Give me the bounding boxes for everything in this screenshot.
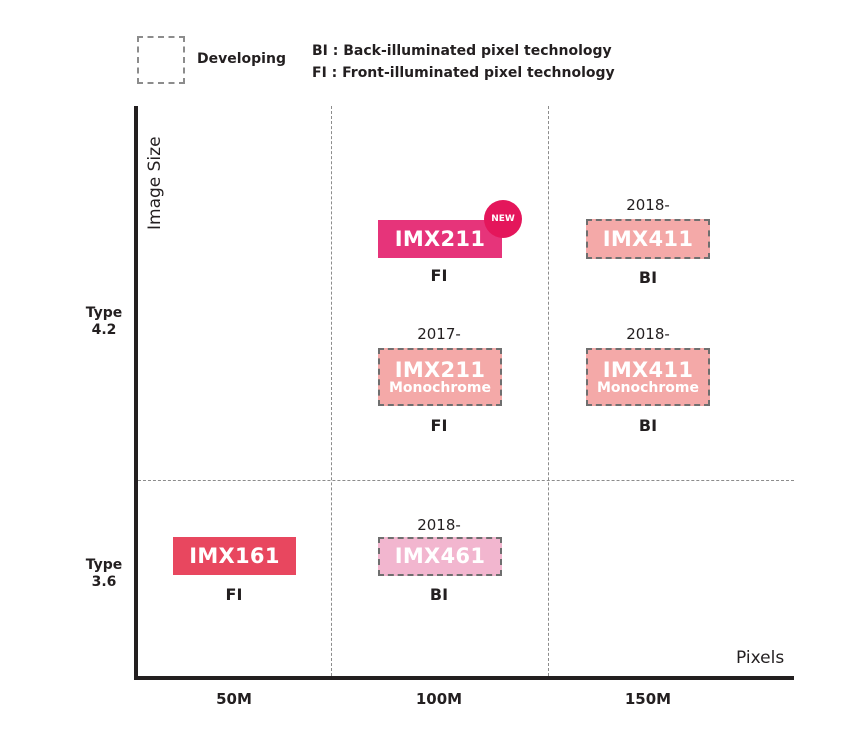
sensor-imx211-monochrome: IMX211 Monochrome	[378, 348, 502, 406]
sensor-imx211-tech: FI	[430, 266, 448, 285]
sensor-name: IMX211	[394, 226, 486, 251]
grid-line-vertical-2	[548, 106, 549, 676]
sensor-imx161-tech: FI	[225, 585, 243, 604]
sensor-name: IMX411	[602, 357, 694, 382]
sensor-variant: Monochrome	[596, 379, 699, 396]
sensor-imx411-year: 2018-	[626, 196, 670, 214]
sensor-imx411-tech: BI	[638, 268, 658, 287]
sensor-imx411: IMX411	[586, 219, 710, 259]
sensor-name: IMX161	[189, 543, 280, 568]
sensor-imx411-mono-tech: BI	[638, 416, 658, 435]
y-axis	[134, 106, 138, 680]
x-axis	[134, 676, 794, 680]
sensor-imx411-mono-year: 2018-	[626, 325, 670, 343]
y-tick-type-4-2: Type 4.2	[85, 305, 123, 338]
grid-line-horizontal	[138, 480, 794, 481]
sensor-variant: Monochrome	[388, 379, 491, 396]
sensor-imx411-monochrome: IMX411 Monochrome	[586, 348, 710, 406]
sensor-imx211-mono-tech: FI	[430, 416, 448, 435]
fi-definition: FI : Front-illuminated pixel technology	[312, 65, 615, 81]
new-badge: NEW	[484, 200, 522, 238]
bi-definition: BI : Back-illuminated pixel technology	[312, 43, 612, 59]
sensor-imx211: IMX211	[378, 220, 502, 258]
sensor-imx461-year: 2018-	[417, 516, 461, 534]
developing-legend-label: Developing	[197, 51, 286, 67]
x-tick-150m: 150M	[624, 690, 672, 708]
x-axis-title: Pixels	[736, 648, 785, 668]
x-tick-50m: 50M	[216, 690, 252, 708]
sensor-name: IMX211	[394, 357, 486, 382]
technology-legend: BI : Back-illuminated pixel technology F…	[312, 40, 615, 84]
x-tick-100m: 100M	[415, 690, 463, 708]
y-axis-title: Image Size	[145, 136, 165, 230]
grid-line-vertical-1	[331, 106, 332, 676]
sensor-imx461: IMX461	[378, 537, 502, 576]
sensor-imx461-tech: BI	[429, 585, 449, 604]
sensor-name: IMX461	[394, 544, 486, 569]
y-tick-type-3-6: Type 3.6	[85, 557, 123, 590]
sensor-imx211-mono-year: 2017-	[417, 325, 461, 343]
sensor-name: IMX411	[602, 226, 694, 251]
sensor-imx161: IMX161	[173, 537, 296, 575]
developing-legend-swatch	[137, 36, 185, 84]
